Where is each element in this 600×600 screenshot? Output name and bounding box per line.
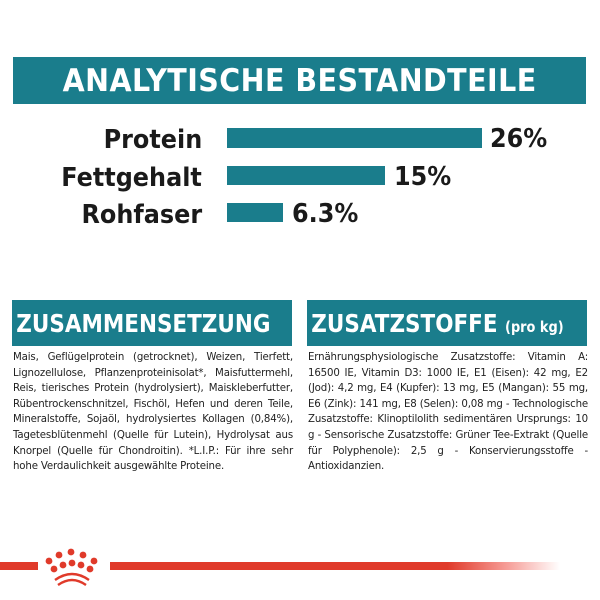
brand-line-right <box>110 562 560 570</box>
composition-header: ZUSAMMENSETZUNG <box>12 300 292 346</box>
row-value: 15% <box>394 162 452 192</box>
composition-text: Mais, Geflügelprotein (getrocknet), Weiz… <box>13 352 293 473</box>
row-value: 6.3% <box>292 199 359 229</box>
chart-row-fettgehalt: Fettgehalt 15% <box>0 162 600 194</box>
row-label: Protein <box>103 125 202 155</box>
additives-header: ZUSATZSTOFFE (pro kg) <box>307 300 587 346</box>
bar-rohfaser <box>227 203 283 222</box>
bar-fettgehalt <box>227 166 385 185</box>
chart-row-protein: Protein 26% <box>0 124 600 156</box>
row-label: Rohfaser <box>81 200 202 230</box>
bar-protein <box>227 128 482 148</box>
row-label: Fettgehalt <box>61 163 202 193</box>
additives-subtitle: (pro kg) <box>505 317 564 336</box>
additives-title: ZUSATZSTOFFE <box>311 308 498 338</box>
additives-text: Ernährungsphysiologische Zusatzstoffe: V… <box>308 352 588 473</box>
row-value: 26% <box>490 124 548 154</box>
royal-canin-crown-icon <box>45 548 98 586</box>
brand-line-left <box>0 562 38 570</box>
additives-title-wrap: ZUSATZSTOFFE (pro kg) <box>307 308 564 338</box>
chart-row-rohfaser: Rohfaser 6.3% <box>0 199 600 231</box>
analysis-header-band: ANALYTISCHE BESTANDTEILE <box>13 57 586 104</box>
composition-title: ZUSAMMENSETZUNG <box>16 308 271 338</box>
analysis-title: ANALYTISCHE BESTANDTEILE <box>62 62 537 99</box>
